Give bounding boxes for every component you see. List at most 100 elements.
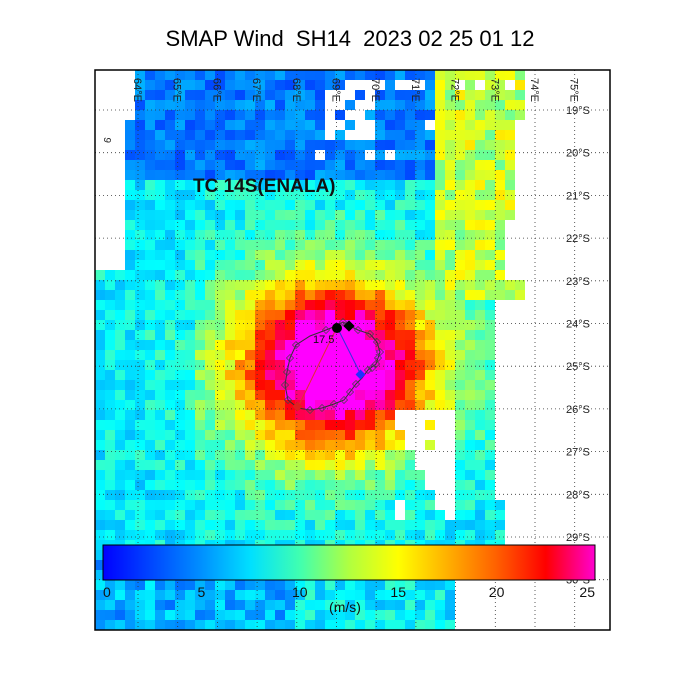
wind-cell [285,440,295,450]
contour-point [282,367,292,377]
wind-cell [215,370,225,380]
wind-cell [355,180,365,190]
wind-cell [405,240,415,250]
wind-cell [105,280,115,290]
wind-cell [345,510,355,520]
wind-cell [495,160,505,170]
wind-cell [195,140,205,150]
contour-point [280,380,290,390]
wind-cell [235,510,245,520]
wind-cell [245,350,255,360]
wind-cell [275,470,285,480]
wind-cell [205,620,215,630]
wind-cell [205,180,215,190]
wind-cell [455,70,465,80]
wind-cell [95,500,105,510]
wind-cell [165,430,175,440]
wind-cell [135,420,145,430]
wind-cell [185,310,195,320]
wind-cell [205,500,215,510]
wind-cell [485,490,495,500]
wind-cell [475,90,485,100]
wind-cell [265,300,275,310]
wind-cell [415,290,425,300]
wind-cell [295,220,305,230]
wind-cell [305,310,315,320]
wind-cell [155,520,165,530]
wind-cell [285,300,295,310]
wind-cell [155,230,165,240]
wind-cell [395,590,405,600]
wind-cell [255,130,265,140]
wind-cell [135,160,145,170]
wind-cell [285,590,295,600]
wind-cell [415,90,425,100]
wind-cell [445,380,455,390]
wind-cell [215,340,225,350]
wind-cell [425,230,435,240]
wind-cell [405,90,415,100]
wind-cell [435,580,445,590]
wind-cell [295,70,305,80]
wind-cell [155,430,165,440]
wind-cell [455,310,465,320]
wind-cell [135,130,145,140]
wind-cell [185,440,195,450]
wind-cell [155,620,165,630]
wind-cell [365,110,375,120]
wind-cell [485,120,495,130]
wind-cell [265,370,275,380]
wind-cell [475,210,485,220]
wind-cell [275,210,285,220]
wind-cell [335,310,345,320]
storm-center-marker-2 [343,320,355,332]
wind-cell [235,280,245,290]
wind-cell [175,170,185,180]
wind-cell [445,80,455,90]
wind-cell [255,70,265,80]
wind-cell [215,280,225,290]
wind-cell [135,330,145,340]
wind-cell [375,360,385,370]
wind-cell [215,200,225,210]
wind-cell [285,330,295,340]
wind-cell [355,330,365,340]
wind-cell [375,480,385,490]
wind-cell [365,300,375,310]
wind-cell [405,520,415,530]
wind-cell [335,200,345,210]
wind-cell [475,510,485,520]
wind-cell [265,350,275,360]
wind-cell [315,460,325,470]
wind-cell [465,110,475,120]
wind-cell [275,440,285,450]
wind-cell [395,340,405,350]
wind-cell [135,280,145,290]
wind-cell [335,410,345,420]
wind-cell [365,420,375,430]
wind-cell [205,320,215,330]
wind-cell [215,70,225,80]
wind-cell [125,470,135,480]
wind-cell [305,70,315,80]
wind-cell [115,470,125,480]
wind-cell [485,460,495,470]
wind-cell [145,620,155,630]
wind-cell [245,580,255,590]
wind-cell [455,330,465,340]
wind-cell [155,320,165,330]
wind-cell [475,390,485,400]
contour-point [372,337,382,347]
wind-cell [385,330,395,340]
wind-cell [125,330,135,340]
wind-cell [205,590,215,600]
wind-cell [285,350,295,360]
wind-cell [215,170,225,180]
wind-cell [125,230,135,240]
wind-cell [335,450,345,460]
wind-cell [445,110,455,120]
map-frame [94,69,611,631]
wind-cell [265,400,275,410]
wind-cell [265,500,275,510]
wind-cell [285,380,295,390]
